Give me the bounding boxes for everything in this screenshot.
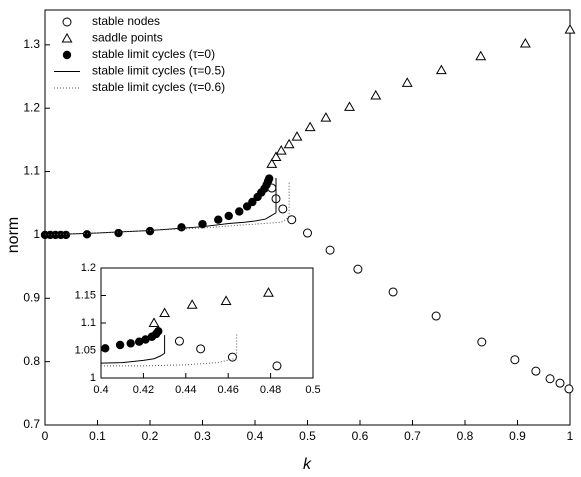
limit-cycle-point <box>134 337 144 346</box>
saddle-point <box>159 307 171 318</box>
limit-cycle-point <box>141 335 150 344</box>
y-tick-label: 1.2 <box>23 100 40 114</box>
limit-cycle-point <box>61 230 71 240</box>
saddle-point <box>519 37 531 48</box>
limit-cycle-point <box>101 344 110 353</box>
x-tick-label: 0.44 <box>175 384 196 396</box>
x-tick-label: 0.5 <box>299 429 316 443</box>
limit-cycle-line <box>44 181 290 236</box>
limit-cycle-point <box>126 339 135 348</box>
saddle-point <box>344 101 355 111</box>
y-tick-label: 0.9 <box>23 290 40 304</box>
x-tick-label: 0.48 <box>260 384 281 396</box>
stable-node <box>388 287 398 297</box>
y-tick-label: 0.7 <box>23 417 40 431</box>
saddle-point <box>401 77 413 87</box>
stable-node <box>510 355 520 365</box>
y-tick-label: 1 <box>90 372 96 384</box>
stable-node <box>287 215 297 225</box>
saddle-point <box>435 64 447 75</box>
stable-node <box>62 17 72 27</box>
stable-node <box>477 337 487 347</box>
limit-cycle-point <box>214 215 223 224</box>
x-tick-label: 0.1 <box>89 429 106 443</box>
x-tick-label: 1 <box>567 429 574 443</box>
legend-label: stable limit cycles (τ=0.5) <box>92 64 225 78</box>
legend-label: stable limit cycles (τ=0.6) <box>92 80 225 94</box>
saddle-point <box>370 89 382 100</box>
limit-cycle-point <box>154 327 163 336</box>
stable-node <box>353 264 363 274</box>
limit-cycle-line <box>100 335 166 364</box>
saddle-point <box>320 112 332 122</box>
x-tick-label: 0.9 <box>509 429 526 443</box>
x-tick-label: 0.6 <box>352 429 369 443</box>
x-tick-label: 0.5 <box>305 384 320 396</box>
x-tick-label: 0 <box>42 429 49 443</box>
y-tick-label: 1.1 <box>81 317 96 329</box>
saddle-point <box>148 317 160 327</box>
stable-node <box>325 245 335 255</box>
x-tick-label: 0.46 <box>217 384 238 396</box>
y-tick-label: 1.05 <box>75 344 96 356</box>
saddle-point <box>304 121 316 132</box>
limit-cycle-point <box>248 197 257 207</box>
stable-node <box>278 204 288 214</box>
saddle-point <box>220 295 232 305</box>
y-tick-label: 1.2 <box>81 262 96 274</box>
x-tick-label: 0.4 <box>93 384 108 396</box>
stable-node <box>227 352 237 362</box>
limit-cycle-point <box>177 223 186 232</box>
x-tick-label: 0.3 <box>194 429 211 443</box>
stable-node <box>564 384 574 394</box>
stable-node <box>303 228 312 238</box>
stable-node <box>174 336 184 346</box>
saddle-point <box>266 158 278 168</box>
y-tick-label: 1.15 <box>75 289 96 301</box>
limit-cycle-point <box>82 230 92 239</box>
saddle-point <box>475 50 487 61</box>
x-axis-label: k <box>303 456 312 473</box>
y-axis-label: norm <box>5 217 22 253</box>
limit-cycle-point <box>235 207 244 216</box>
limit-cycle-point <box>115 340 125 350</box>
x-tick-label: 0.2 <box>142 429 159 443</box>
y-tick-label: 0.8 <box>23 354 40 368</box>
stable-node <box>545 374 555 384</box>
saddle-point <box>275 145 287 155</box>
stable-node <box>431 311 441 321</box>
y-tick-label: 1 <box>33 227 40 241</box>
legend-label: stable nodes <box>92 14 160 28</box>
saddle-point <box>263 287 274 297</box>
saddle-point <box>283 138 295 149</box>
stable-node <box>272 361 282 371</box>
legend-label: stable limit cycles (τ=0) <box>92 47 215 61</box>
limit-cycle-point <box>62 50 72 60</box>
limit-cycle-point <box>145 226 155 236</box>
x-tick-label: 0.42 <box>133 384 154 396</box>
y-tick-label: 1.1 <box>23 164 40 178</box>
x-tick-label: 0.7 <box>404 429 421 443</box>
limit-cycle-point <box>264 174 274 183</box>
x-tick-label: 0.8 <box>457 429 474 443</box>
saddle-point <box>61 32 73 43</box>
stable-node <box>531 366 541 376</box>
plot-frame <box>100 267 314 379</box>
saddle-point <box>270 151 282 161</box>
saddle-point <box>186 299 198 309</box>
y-tick-label: 1.3 <box>23 37 40 51</box>
saddle-point <box>564 24 576 34</box>
stable-node <box>196 344 206 354</box>
limit-cycle-point <box>114 228 123 238</box>
saddle-point <box>291 131 303 141</box>
legend-label: saddle points <box>92 31 163 45</box>
limit-cycle-point <box>224 211 233 221</box>
stable-node <box>555 378 565 388</box>
x-tick-label: 0.4 <box>247 429 264 443</box>
